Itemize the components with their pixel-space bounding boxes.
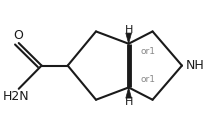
Text: H: H bbox=[125, 25, 133, 35]
Text: O: O bbox=[13, 29, 23, 42]
Text: H2N: H2N bbox=[3, 90, 29, 103]
Text: NH: NH bbox=[186, 59, 205, 72]
Text: or1: or1 bbox=[140, 47, 155, 56]
Text: or1: or1 bbox=[140, 75, 155, 84]
Text: H: H bbox=[125, 97, 133, 107]
Polygon shape bbox=[126, 33, 131, 44]
Polygon shape bbox=[126, 87, 131, 98]
